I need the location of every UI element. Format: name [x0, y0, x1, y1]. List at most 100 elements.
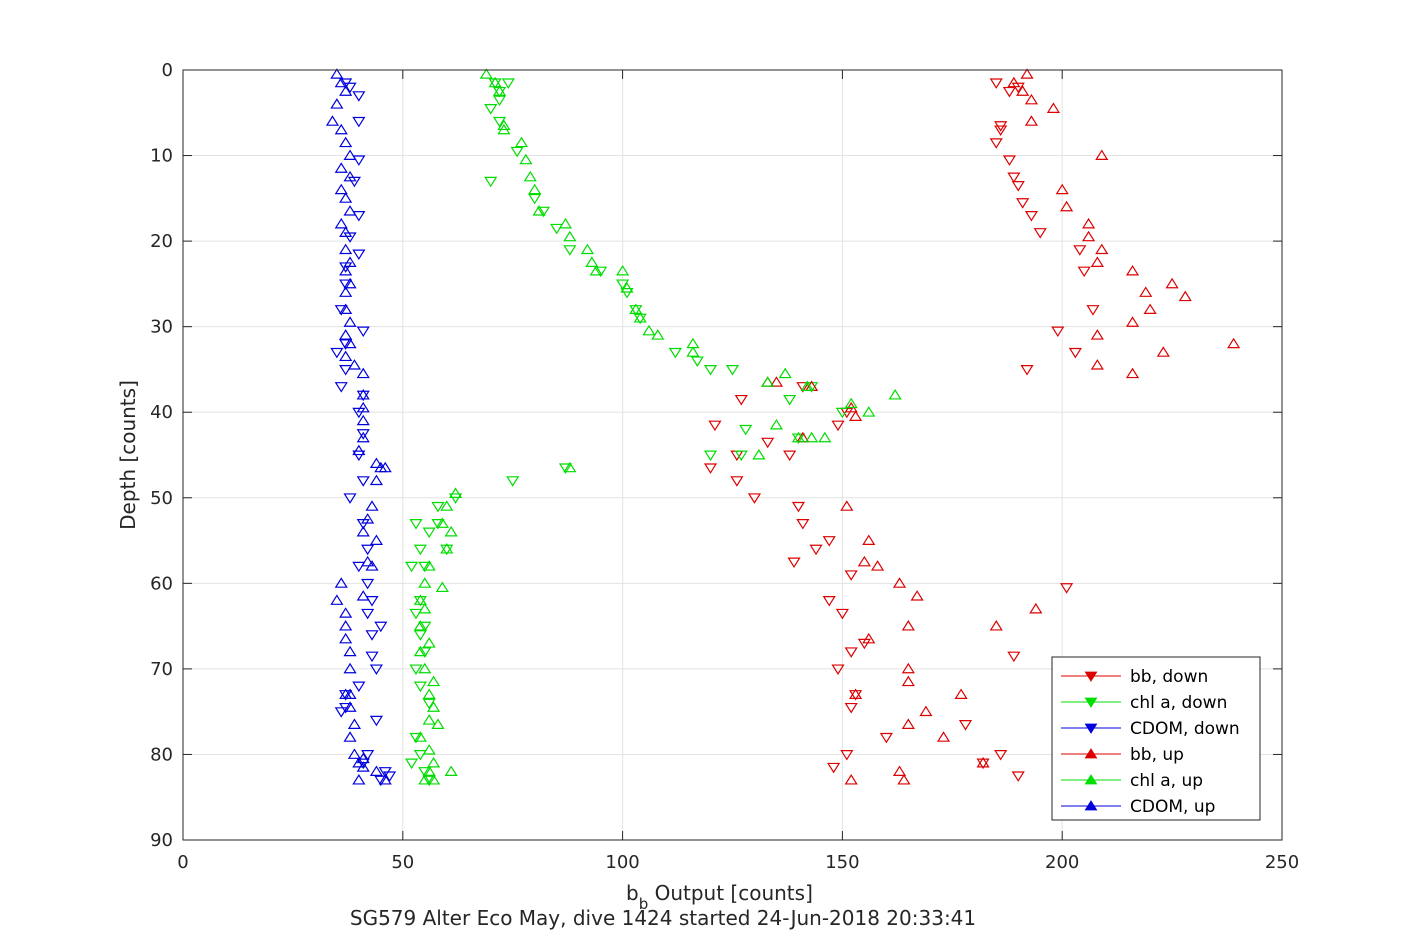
y-tick-label: 40 [150, 402, 173, 423]
marker-cdom-up [356, 414, 370, 426]
marker-chl-a-up [800, 380, 814, 392]
marker-chl-a-up [761, 376, 775, 387]
marker-cdom-up [343, 170, 357, 182]
marker-cdom-up [352, 444, 366, 456]
axes-box [182, 69, 1283, 841]
marker-chl-a-down [418, 561, 432, 573]
marker-cdom-down [352, 155, 366, 166]
marker-chl-a-down [484, 176, 498, 188]
marker-bb-up [954, 688, 968, 700]
marker-chl-a-up [616, 264, 630, 276]
marker-cdom-down [334, 305, 348, 316]
marker-cdom-down [352, 407, 366, 419]
marker-chl-a-up [422, 688, 436, 700]
marker-bb-up [844, 774, 858, 785]
marker-bb-down [835, 608, 849, 620]
marker-chl-a-down [431, 518, 445, 530]
marker-cdom-down [383, 771, 397, 782]
marker-bb-up [1143, 303, 1157, 315]
marker-chl-a-down [418, 767, 432, 778]
marker-cdom-up [343, 337, 357, 349]
marker-chl-a-down [484, 104, 498, 115]
marker-cdom-up [343, 645, 357, 657]
marker-chl-a-up [563, 461, 577, 473]
marker-bb-up [1165, 277, 1179, 289]
y-tick-label: 30 [150, 317, 173, 338]
marker-cdom-up [369, 534, 384, 546]
marker-bb-up [910, 590, 924, 601]
data-markers [325, 68, 1241, 787]
marker-bb-down [796, 382, 810, 393]
legend-label-cdom-up: CDOM, up [1130, 797, 1215, 817]
marker-cdom-down [339, 279, 353, 290]
marker-chl-a-up [497, 119, 511, 131]
marker-chl-a-up [818, 431, 832, 443]
marker-cdom-down [365, 595, 379, 607]
y-tick-label: 10 [150, 146, 173, 167]
marker-cdom-up [343, 662, 357, 674]
legend-label-chl-a-down: chl a, down [1130, 693, 1227, 713]
marker-bb-down [831, 420, 845, 432]
marker-cdom-up [339, 620, 353, 631]
marker-cdom-down [361, 608, 375, 620]
y-tick-label: 90 [150, 830, 173, 851]
marker-chl-a-up [862, 406, 876, 417]
marker-chl-a-up [558, 217, 573, 229]
y-tick-label: 60 [150, 573, 173, 594]
marker-chl-a-up [589, 264, 603, 276]
marker-chl-a-up [532, 205, 546, 216]
marker-cdom-up [334, 76, 348, 88]
marker-bb-down [1086, 305, 1100, 316]
marker-bb-down [822, 536, 836, 547]
axis-ticks: 0 50 100 150 200 250 0 10 20 30 40 50 60 70 80 90 [150, 60, 1299, 873]
marker-chl-a-up [629, 303, 643, 315]
marker-bb-down [844, 647, 858, 658]
marker-cdom-down [361, 749, 375, 761]
marker-cdom-up [339, 329, 353, 340]
legend-marker-bb-down [1084, 671, 1098, 682]
legend-box [1051, 656, 1261, 821]
marker-bb-up [1139, 286, 1153, 297]
marker-bb-down [879, 732, 893, 744]
marker-cdom-up [334, 217, 348, 229]
marker-chl-a-up [448, 487, 463, 498]
marker-cdom-up [343, 316, 357, 327]
marker-bb-down [1007, 172, 1021, 184]
marker-cdom-up [334, 162, 348, 173]
marker-bb-up [1007, 76, 1021, 88]
x-axis-label: bb Output [counts] [626, 881, 813, 913]
marker-cdom-up [361, 555, 375, 567]
marker-cdom-down [356, 476, 370, 487]
marker-cdom-up [339, 85, 353, 96]
marker-chl-a-up [413, 731, 427, 742]
marker-cdom-down [374, 775, 388, 787]
marker-bb-down [827, 762, 841, 774]
marker-bb-up [1081, 230, 1096, 242]
marker-chl-a-down [528, 193, 542, 205]
marker-cdom-down [352, 681, 366, 693]
marker-chl-a-up [413, 620, 427, 631]
marker-cdom-up [369, 457, 384, 469]
marker-bb-up [1125, 367, 1140, 379]
marker-bb-down [1073, 245, 1087, 256]
marker-cdom-up [356, 389, 370, 400]
marker-cdom-up [347, 748, 362, 759]
marker-bb-down [791, 501, 806, 513]
marker-chl-a-down [620, 287, 634, 299]
marker-chl-a-down [405, 758, 419, 770]
marker-chl-a-up [844, 397, 858, 409]
x-tick-label: 0 [177, 852, 188, 873]
legend-marker-bb-up [1084, 748, 1098, 759]
marker-cdom-up [347, 359, 362, 370]
legend-marker-cdom-up [1084, 800, 1098, 811]
marker-cdom-down [356, 518, 370, 530]
marker-bb-down [994, 125, 1008, 136]
marker-chl-a-up [585, 256, 599, 267]
marker-bb-down [1016, 198, 1030, 209]
marker-cdom-down [352, 210, 366, 222]
marker-chl-a-down [405, 561, 419, 573]
marker-bb-down [1068, 347, 1082, 359]
marker-chl-a-up [422, 744, 436, 755]
marker-chl-a-down [409, 518, 423, 530]
marker-chl-a-down [413, 544, 427, 556]
